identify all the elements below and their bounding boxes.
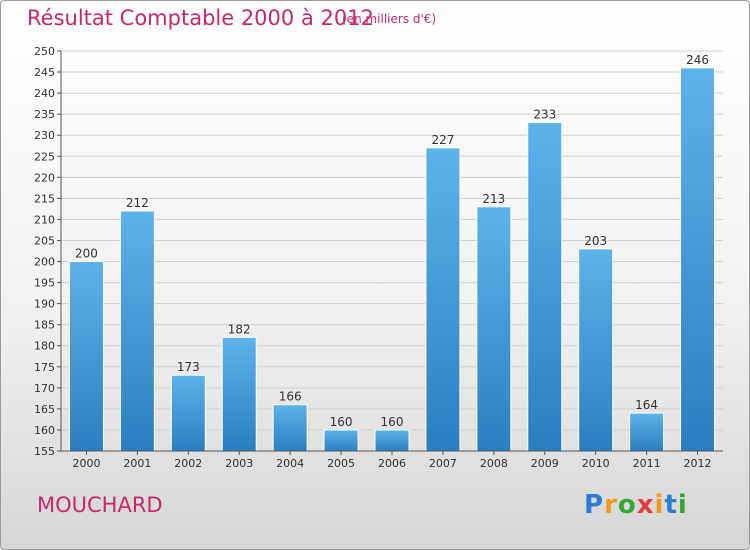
bar-2009 — [527, 122, 563, 452]
bar-2012 — [680, 67, 716, 452]
y-tick-label: 240 — [34, 87, 55, 100]
bar-2002 — [170, 374, 206, 452]
data-label-2009: 233 — [533, 108, 556, 122]
axes: 155 160 165 170 175 180 185 190 195 200 205 210 215 2… — [34, 45, 723, 470]
x-tick-label-2010: 2010 — [582, 457, 610, 470]
proxiti-logo: Proxiti — [584, 490, 688, 520]
data-label-2000: 200 — [75, 247, 98, 261]
data-label-2008: 213 — [482, 192, 505, 206]
x-tick-label-2001: 2001 — [123, 457, 151, 470]
logo-letter: P — [584, 490, 605, 520]
bar-2000 — [68, 261, 104, 452]
y-tick-label: 170 — [34, 382, 55, 395]
y-tick-label: 195 — [34, 277, 55, 290]
y-tick-label: 160 — [34, 424, 55, 437]
data-label-2012: 246 — [686, 53, 709, 67]
y-tick-label: 215 — [34, 192, 55, 205]
y-tick-label: 200 — [34, 256, 55, 269]
bar-2008 — [476, 206, 512, 452]
data-label-2006: 160 — [381, 415, 404, 429]
chart-title: Résultat Comptable 2000 à 2012 — [27, 6, 374, 30]
bars — [68, 67, 716, 452]
data-label-2011: 164 — [635, 398, 658, 412]
logo-letter: r — [604, 490, 618, 520]
y-tick-label: 165 — [34, 403, 55, 416]
y-tick-label: 235 — [34, 108, 55, 121]
data-label-2005: 160 — [330, 415, 353, 429]
logo-letter: t — [664, 490, 678, 520]
data-label-2003: 182 — [228, 322, 251, 336]
x-tick-label-2005: 2005 — [327, 457, 355, 470]
logo-letter: i — [654, 490, 665, 520]
grid-lines — [61, 50, 723, 452]
y-tick-label: 225 — [34, 150, 55, 163]
x-tick-label-2011: 2011 — [633, 457, 661, 470]
x-tick-label-2002: 2002 — [174, 457, 202, 470]
data-label-2002: 173 — [177, 360, 200, 374]
bar-2011 — [629, 412, 665, 452]
bar-2007 — [425, 147, 461, 452]
y-tick-label: 230 — [34, 129, 55, 142]
data-label-2001: 212 — [126, 196, 149, 210]
y-tick-label: 180 — [34, 340, 55, 353]
commune-name: MOUCHARD — [37, 493, 163, 517]
bar-2005 — [323, 429, 359, 452]
x-tick-label-2004: 2004 — [276, 457, 304, 470]
y-tick-label: 185 — [34, 319, 55, 332]
data-label-2007: 227 — [431, 133, 454, 147]
bar-2010 — [578, 248, 614, 452]
bar-2004 — [272, 404, 308, 452]
chart-subtitle: (en milliers d'€) — [342, 12, 437, 26]
x-tick-label-2007: 2007 — [429, 457, 457, 470]
y-tick-label: 175 — [34, 361, 55, 374]
y-tick-label: 250 — [34, 45, 55, 58]
x-tick-label-2000: 2000 — [72, 457, 100, 470]
data-label-2010: 203 — [584, 234, 607, 248]
data-labels: 200 212 173 182 166 160 160 227 213 233 203 164 246 — [75, 53, 709, 429]
logo-letter: o — [617, 490, 637, 520]
x-tick-label-2006: 2006 — [378, 457, 406, 470]
y-tick-label: 210 — [34, 213, 55, 226]
logo-letter: x — [636, 490, 655, 520]
y-tick-label: 190 — [34, 298, 55, 311]
y-tick-label: 205 — [34, 234, 55, 247]
bar-2001 — [119, 210, 155, 452]
bar-2006 — [374, 429, 410, 452]
bar-2003 — [221, 336, 257, 452]
y-tick-label: 245 — [34, 66, 55, 79]
y-tick-label: 220 — [34, 171, 55, 184]
x-tick-label-2003: 2003 — [225, 457, 253, 470]
x-tick-label-2012: 2012 — [684, 457, 712, 470]
data-label-2004: 166 — [279, 390, 302, 404]
x-tick-label-2009: 2009 — [531, 457, 559, 470]
logo-letter: i — [677, 490, 688, 520]
y-tick-label: 155 — [34, 445, 55, 458]
x-tick-label-2008: 2008 — [480, 457, 508, 470]
